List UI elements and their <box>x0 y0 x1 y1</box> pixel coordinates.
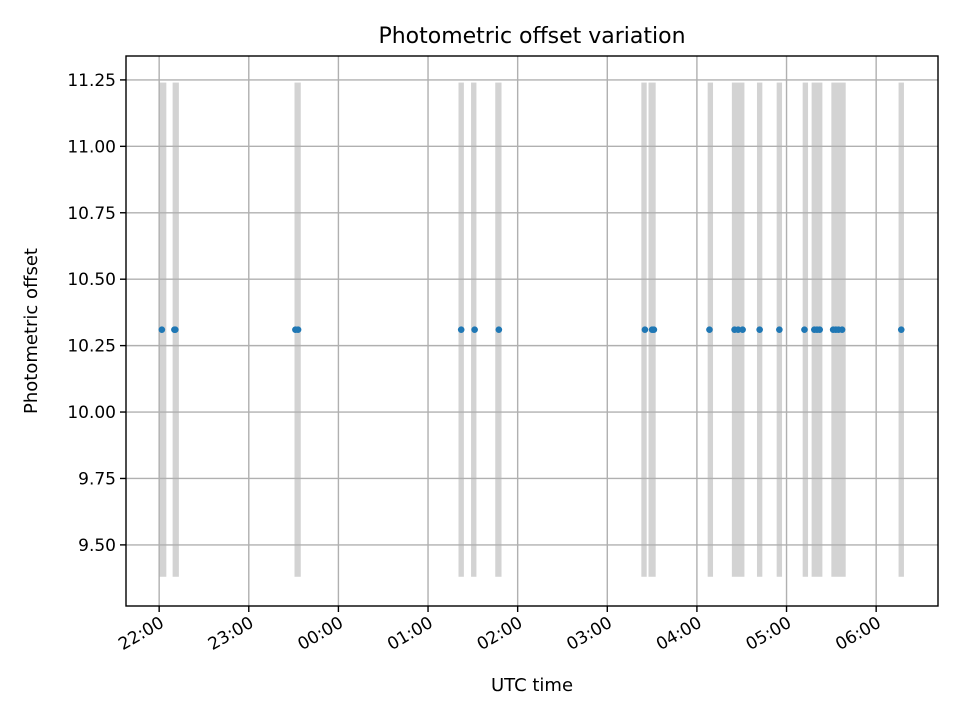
x-tick-label: 23:00 <box>205 613 257 655</box>
data-point <box>471 326 478 333</box>
data-point <box>801 326 808 333</box>
x-tick-label: 00:00 <box>294 613 346 655</box>
y-tick-label: 9.50 <box>78 536 116 556</box>
plot-frame <box>125 55 939 607</box>
y-tick-label: 9.75 <box>78 469 116 489</box>
x-tick-label: 05:00 <box>743 613 795 655</box>
data-point <box>739 326 746 333</box>
data-point <box>838 326 846 333</box>
data-point <box>897 326 905 333</box>
y-axis-ticks: 9.50 9.75 10.00 10.25 10.50 10.75 11.00 11.25 <box>67 71 126 556</box>
y-tick-label: 10.25 <box>67 337 116 357</box>
data-point <box>776 326 783 333</box>
data-points <box>158 326 905 333</box>
x-axis-label: UTC time <box>491 675 573 696</box>
data-point <box>706 326 713 333</box>
x-tick-label: 04:00 <box>653 613 705 655</box>
y-tick-label: 11.00 <box>67 137 116 157</box>
data-point <box>650 326 658 333</box>
data-point <box>158 326 166 333</box>
x-tick-label: 22:00 <box>115 613 167 655</box>
exposure-bands <box>159 82 904 577</box>
grid <box>126 56 938 606</box>
x-tick-label: 06:00 <box>832 613 884 655</box>
x-tick-label: 02:00 <box>474 613 526 655</box>
data-point <box>816 326 823 333</box>
y-tick-label: 10.00 <box>67 403 116 423</box>
y-axis-label: Photometric offset <box>21 248 42 414</box>
data-point <box>641 326 649 333</box>
y-tick-label: 11.25 <box>67 71 116 91</box>
y-tick-label: 10.50 <box>67 270 116 290</box>
x-tick-label: 03:00 <box>563 613 615 655</box>
data-point <box>495 326 503 333</box>
x-axis-ticks: 22:00 23:00 00:00 01:00 02:00 03:00 04:00 05:00… <box>115 606 885 655</box>
x-tick-label: 01:00 <box>384 613 436 655</box>
data-point <box>457 326 465 333</box>
data-point <box>171 326 179 333</box>
data-point <box>294 326 302 333</box>
chart-title: Photometric offset variation <box>378 24 685 49</box>
y-tick-label: 10.75 <box>67 204 116 224</box>
data-point <box>756 326 763 333</box>
